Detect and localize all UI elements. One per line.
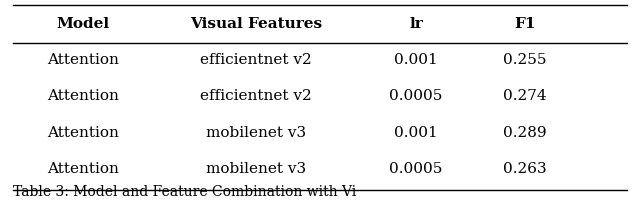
Text: Attention: Attention <box>47 89 119 103</box>
Text: Attention: Attention <box>47 161 119 175</box>
Text: 0.274: 0.274 <box>503 89 547 103</box>
Text: mobilenet v3: mobilenet v3 <box>206 161 306 175</box>
Text: Model: Model <box>56 17 110 31</box>
Text: 0.263: 0.263 <box>503 161 547 175</box>
Text: 0.001: 0.001 <box>394 125 438 139</box>
Text: 0.255: 0.255 <box>503 53 547 67</box>
Text: 0.0005: 0.0005 <box>389 89 443 103</box>
Text: Attention: Attention <box>47 53 119 67</box>
Text: lr: lr <box>409 17 423 31</box>
Text: Table 3: Model and Feature Combination with Vi: Table 3: Model and Feature Combination w… <box>13 184 356 198</box>
Text: 0.0005: 0.0005 <box>389 161 443 175</box>
Text: Visual Features: Visual Features <box>190 17 322 31</box>
Text: 0.289: 0.289 <box>503 125 547 139</box>
Text: mobilenet v3: mobilenet v3 <box>206 125 306 139</box>
Text: 0.001: 0.001 <box>394 53 438 67</box>
Text: Attention: Attention <box>47 125 119 139</box>
Text: efficientnet v2: efficientnet v2 <box>200 89 312 103</box>
Text: F1: F1 <box>514 17 536 31</box>
Text: efficientnet v2: efficientnet v2 <box>200 53 312 67</box>
